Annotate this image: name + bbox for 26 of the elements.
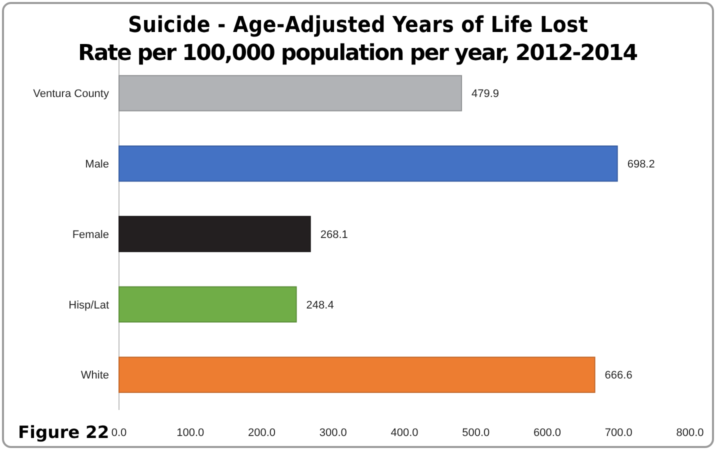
bar	[118, 216, 311, 252]
chart-subtitle: Rate per 100,000 population per year, 2012-2014	[78, 41, 638, 66]
y-tick-label: Male	[85, 158, 109, 170]
chart-title: Suicide - Age-Adjusted Years of Life Lost	[128, 13, 589, 38]
x-tick-label: 200.0	[248, 427, 276, 439]
data-label: 268.1	[320, 228, 348, 241]
bar	[118, 286, 297, 322]
bar	[118, 146, 618, 182]
data-label: 666.6	[604, 370, 632, 382]
x-tick-label: 700.0	[604, 427, 632, 439]
y-tick-label: Ventura County	[33, 88, 110, 100]
x-tick-label: 800.0	[676, 427, 704, 439]
data-label: 248.4	[306, 299, 334, 312]
x-tick-label: 400.0	[390, 427, 418, 439]
caption: Figure 22	[18, 423, 110, 443]
x-tick-label: 500.0	[462, 427, 490, 439]
x-tick-label: 600.0	[533, 427, 562, 439]
y-tick-label: Hisp/Lat	[68, 299, 109, 312]
y-tick-label: Female	[72, 228, 109, 241]
data-label: 479.9	[472, 88, 500, 100]
x-tick-label: 0.0	[111, 427, 127, 439]
bar	[118, 356, 596, 393]
x-tick-label: 300.0	[319, 427, 347, 439]
x-tick-label: 100.0	[176, 427, 204, 439]
data-label: 698.2	[627, 158, 655, 170]
y-tick-label: White	[80, 370, 109, 382]
